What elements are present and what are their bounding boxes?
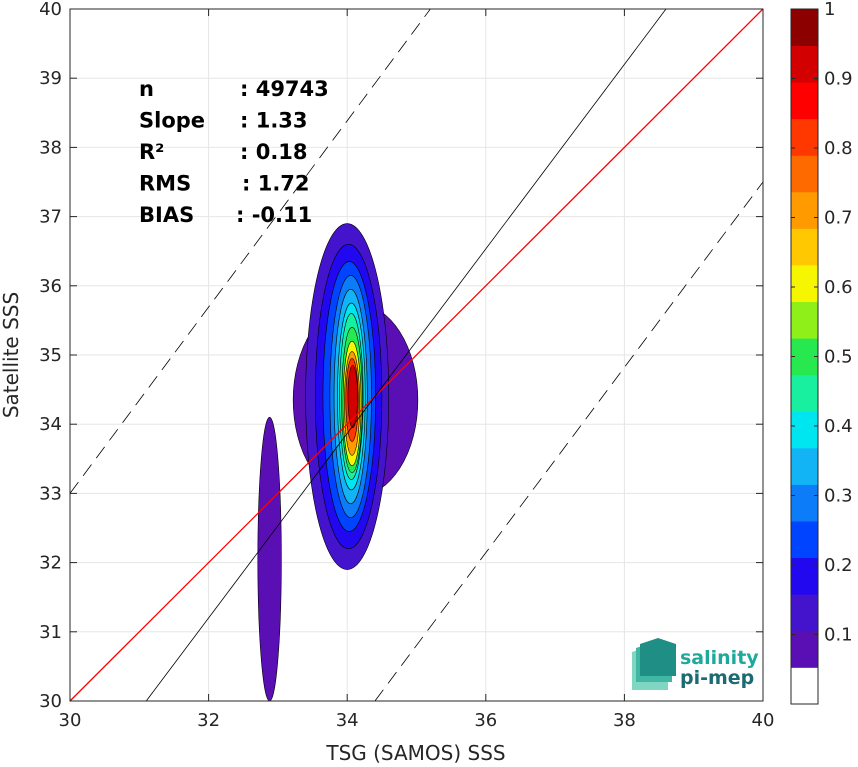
x-tick-label-1: 32 <box>197 710 220 731</box>
line-1:1 <box>69 8 764 702</box>
y-tick-label-6: 36 <box>39 276 62 297</box>
x-axis-label: TSG (SAMOS) SSS <box>325 741 505 765</box>
x-tick-label-0: 30 <box>59 710 82 731</box>
y-tick-label-7: 37 <box>39 207 62 228</box>
colorbar-tick-label-6: 0.7 <box>824 208 853 229</box>
colorbar-segment-5 <box>791 484 818 522</box>
colorbar-tick-label-8: 0.9 <box>824 69 853 90</box>
colorbar-segment-4 <box>791 521 818 559</box>
colorbar-segment-9 <box>791 338 818 376</box>
stat-value-0: : 49743 <box>240 77 329 101</box>
y-tick-label-5: 35 <box>39 345 62 366</box>
colorbar-segment-18 <box>791 9 818 46</box>
colorbar-tick-label-4: 0.5 <box>824 347 853 368</box>
x-tick-label-3: 36 <box>474 710 497 731</box>
x-tick-label-2: 34 <box>336 710 359 731</box>
colorbar-tick-label-0: 0.1 <box>824 625 853 646</box>
y-tick-label-10: 40 <box>39 0 62 20</box>
reference-lines <box>69 8 764 702</box>
y-tick-label-9: 39 <box>39 68 62 89</box>
stat-value-4: : -0.11 <box>236 203 312 227</box>
colorbar-segment-12 <box>791 228 818 266</box>
colorbar-tick-label-3: 0.4 <box>824 416 853 437</box>
colorbar-segment-8 <box>791 374 818 412</box>
salinity-pi-mep-logo: salinity pi-mep <box>632 638 759 690</box>
stat-label-2: R² <box>139 140 164 164</box>
stat-value-3: : 1.72 <box>242 172 310 196</box>
colorbar-tick-label-2: 0.3 <box>824 486 853 507</box>
stat-label-0: n <box>139 77 154 101</box>
colorbar-segment-11 <box>791 265 818 303</box>
line-upper-bound <box>69 8 431 494</box>
density-contours <box>257 223 419 702</box>
y-tick-label-1: 31 <box>39 622 62 643</box>
y-axis-label: Satellite SSS <box>0 292 23 418</box>
y-tick-label-3: 33 <box>39 483 62 504</box>
colorbar-segment-1 <box>791 630 818 668</box>
x-tick-label-4: 38 <box>613 710 636 731</box>
colorbar-segment-17 <box>791 45 818 83</box>
colorbar-tick-label-1: 0.2 <box>824 555 853 576</box>
stat-value-1: : 1.33 <box>240 109 308 133</box>
colorbar-segment-15 <box>791 118 818 156</box>
stat-label-4: BIAS <box>139 203 194 227</box>
logo-text-pi-mep: pi-mep <box>680 667 754 689</box>
colorbar: 0.1 0.2 0.3 0.4 0.5 0.6 0.7 0.8 0.9 1 <box>790 0 853 705</box>
colorbar-segment-14 <box>791 155 818 193</box>
line-lower-bound <box>374 181 764 702</box>
colorbar-segment-2 <box>791 594 818 632</box>
x-tick-label-5: 40 <box>752 710 775 731</box>
y-tick-label-0: 30 <box>39 691 62 712</box>
logo-mark-icon <box>632 638 676 690</box>
contour-level-13 <box>347 365 358 428</box>
colorbar-tick-label-7: 0.8 <box>824 138 853 159</box>
stat-label-1: Slope <box>139 109 205 133</box>
contour-level-0 <box>257 416 282 702</box>
colorbar-segment-13 <box>791 191 818 229</box>
line-fit <box>145 8 667 702</box>
stat-value-2: : 0.18 <box>240 140 308 164</box>
y-tick-label-4: 34 <box>39 414 62 435</box>
colorbar-segment-3 <box>791 557 818 595</box>
colorbar-segment-10 <box>791 301 818 339</box>
y-tick-label-2: 32 <box>39 553 62 574</box>
colorbar-segment-6 <box>791 447 818 485</box>
stat-label-3: RMS <box>139 172 191 196</box>
colorbar-tick-label-9: 1 <box>824 0 835 20</box>
colorbar-segment-0 <box>791 667 818 705</box>
colorbar-segment-16 <box>791 82 818 120</box>
logo-text-salinity: salinity <box>680 647 759 669</box>
y-tick-label-8: 38 <box>39 137 62 158</box>
colorbar-segment-7 <box>791 411 818 449</box>
colorbar-tick-label-5: 0.6 <box>824 277 853 298</box>
stats-box: n : 49743 Slope : 1.33 R² : 0.18 RMS : 1.72 BIAS… <box>139 77 329 227</box>
axis-ticks: 30 32 34 36 38 40 30 31 32 33 34 35 36 37 38 39 40 <box>39 0 774 731</box>
